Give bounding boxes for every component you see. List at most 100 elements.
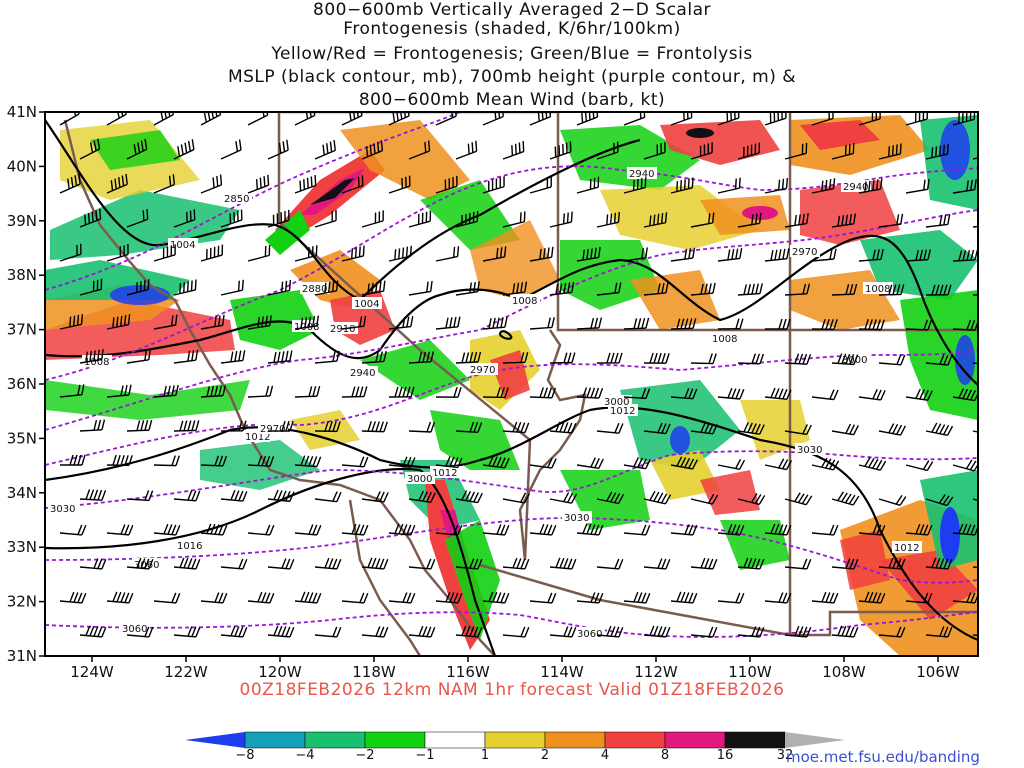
wind-barb <box>549 492 578 504</box>
colorbar-segment <box>185 732 245 748</box>
wind-barb <box>361 280 386 296</box>
wind-barb <box>784 625 812 638</box>
wind-barb <box>247 174 270 194</box>
wind-barb <box>549 141 572 160</box>
wind-barb <box>972 224 978 228</box>
wind-barbs <box>59 112 978 638</box>
wind-barb <box>670 456 699 470</box>
mslp-label: 1008 <box>84 357 109 368</box>
wind-barb <box>952 523 978 536</box>
wind-barb <box>925 284 952 296</box>
wind-barb <box>925 143 949 160</box>
wind-barb <box>294 315 320 330</box>
wind-barb <box>972 498 978 507</box>
credit-text: moe.met.fsu.edu/banding <box>786 748 980 766</box>
wind-barb <box>126 490 154 502</box>
wind-barb <box>294 175 317 194</box>
wind-barb <box>764 248 790 262</box>
wind-barb <box>670 318 697 330</box>
wind-barb <box>388 592 416 604</box>
wind-barb <box>764 592 792 604</box>
wind-barb <box>361 140 384 160</box>
wind-barb <box>247 524 275 536</box>
colorbar-label: −2 <box>355 748 375 763</box>
wind-barb <box>972 362 978 367</box>
wind-barb <box>925 214 951 228</box>
wind-barb <box>643 558 671 570</box>
colorbar-segment <box>424 731 486 749</box>
wind-barb <box>455 625 483 638</box>
wind-barb <box>267 139 289 160</box>
height-label: 3000 <box>604 397 629 408</box>
wind-barb <box>643 625 671 638</box>
wind-barb <box>905 523 933 536</box>
wind-barb <box>153 314 178 330</box>
wind-barb <box>408 210 432 228</box>
wind-barb <box>784 283 811 296</box>
height-label: 2940 <box>629 169 654 180</box>
mslp-label: 1008 <box>865 284 890 295</box>
wind-barb <box>858 457 887 471</box>
wind-barb <box>247 591 275 604</box>
wind-barb <box>408 421 436 433</box>
height-label: 3060 <box>577 629 602 640</box>
wind-barb <box>737 493 766 506</box>
colorbar-label: 2 <box>540 748 550 763</box>
wind-barb <box>435 591 463 604</box>
wind-barb <box>764 458 793 471</box>
wind-barb <box>905 319 933 331</box>
wind-barb <box>59 173 81 194</box>
wind-barb <box>952 179 977 194</box>
mslp-label: 1008 <box>512 296 537 307</box>
wind-barb <box>408 558 436 570</box>
wind-barb <box>455 351 482 364</box>
wind-barb <box>408 351 435 364</box>
wind-barb <box>811 389 839 401</box>
wind-barb <box>831 625 859 638</box>
wind-barb <box>858 389 886 401</box>
wind-barb <box>455 140 478 160</box>
wind-barb <box>764 387 792 400</box>
wind-barb <box>173 279 197 296</box>
colorbar-segment <box>785 732 845 748</box>
wind-barb <box>126 138 148 160</box>
wind-barb <box>341 523 369 536</box>
colorbar-label: −4 <box>295 748 315 763</box>
wind-barb <box>529 176 552 194</box>
colorbar-label: 1 <box>480 748 490 763</box>
wind-barb <box>529 387 556 399</box>
wind-barb <box>173 139 195 160</box>
height-label: 3000 <box>407 474 432 485</box>
wind-barb <box>831 143 855 160</box>
wind-barb <box>737 142 761 160</box>
wind-barb <box>643 141 666 160</box>
wind-barb <box>341 245 365 262</box>
wind-barb <box>408 625 436 638</box>
wind-barb <box>549 626 577 638</box>
wind-barb <box>435 175 458 194</box>
wind-barb <box>502 211 526 228</box>
wind-barb <box>59 313 84 330</box>
lon-tick-label: 118W <box>352 663 396 681</box>
wind-barb <box>267 209 290 228</box>
wind-barb <box>314 557 342 570</box>
wind-barb <box>765 318 791 330</box>
title-line-3: Yellow/Red = Frontogenesis; Green/Blue =… <box>271 44 753 64</box>
wind-barb <box>314 210 337 228</box>
wind-barb <box>717 318 744 330</box>
colorbar-label: 8 <box>660 748 670 763</box>
wind-barb <box>388 316 414 330</box>
state-borders <box>277 112 978 637</box>
colorbar-segment <box>724 731 786 749</box>
wind-barb <box>153 384 179 398</box>
wind-barb <box>200 455 228 467</box>
wind-barb <box>972 566 978 570</box>
wind-barb <box>764 177 789 194</box>
wind-barb <box>643 352 670 364</box>
wind-barb <box>173 490 201 502</box>
wind-barb <box>784 353 812 365</box>
wind-barb <box>455 210 479 228</box>
wind-barb <box>455 490 483 504</box>
wind-barb <box>717 177 741 194</box>
